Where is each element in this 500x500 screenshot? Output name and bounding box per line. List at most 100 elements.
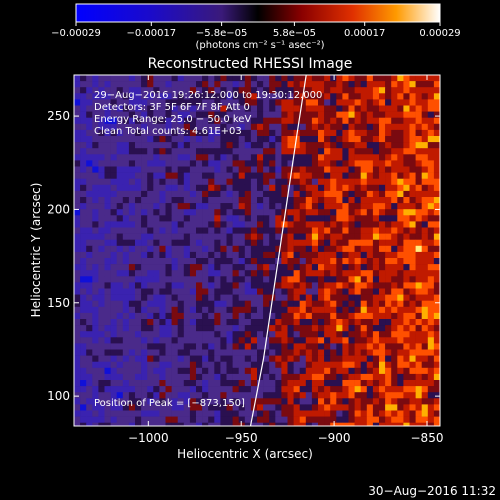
- image-pixel: [336, 197, 343, 204]
- image-pixel: [250, 93, 258, 100]
- image-pixel: [269, 178, 276, 186]
- image-pixel: [220, 373, 227, 381]
- image-pixel: [220, 398, 227, 405]
- image-pixel: [147, 148, 154, 155]
- image-pixel: [141, 227, 148, 234]
- image-pixel: [421, 270, 429, 277]
- image-pixel: [324, 251, 331, 259]
- image-pixel: [116, 184, 124, 192]
- image-pixel: [92, 166, 99, 173]
- image-pixel: [238, 398, 246, 405]
- image-pixel: [92, 294, 99, 301]
- image-pixel: [427, 111, 435, 118]
- image-pixel: [318, 209, 325, 216]
- image-pixel: [116, 270, 124, 277]
- image-pixel: [141, 264, 148, 271]
- image-pixel: [257, 239, 264, 247]
- image-pixel: [208, 367, 215, 375]
- image-pixel: [250, 258, 258, 265]
- image-pixel: [427, 123, 435, 131]
- image-pixel: [360, 117, 368, 125]
- image-pixel: [122, 386, 130, 393]
- image-pixel: [348, 251, 355, 259]
- image-pixel: [214, 166, 221, 173]
- image-pixel: [135, 239, 142, 247]
- image-pixel: [141, 392, 148, 399]
- image-pixel: [366, 276, 374, 283]
- image-pixel: [324, 373, 331, 381]
- image-pixel: [275, 343, 282, 350]
- image-pixel: [311, 300, 319, 308]
- image-pixel: [208, 386, 215, 393]
- image-pixel: [128, 294, 136, 301]
- image-pixel: [177, 300, 185, 308]
- image-pixel: [189, 75, 197, 82]
- image-pixel: [281, 270, 288, 277]
- image-pixel: [250, 276, 258, 283]
- image-pixel: [427, 93, 435, 100]
- image-pixel: [372, 270, 380, 277]
- image-pixel: [311, 129, 319, 137]
- image-pixel: [354, 154, 361, 161]
- image-pixel: [269, 75, 276, 82]
- image-pixel: [385, 251, 392, 259]
- image-pixel: [226, 81, 233, 88]
- image-pixel: [287, 117, 294, 125]
- image-pixel: [372, 331, 380, 338]
- image-pixel: [153, 392, 160, 399]
- image-pixel: [360, 410, 368, 417]
- image-pixel: [293, 148, 300, 155]
- image-pixel: [372, 264, 380, 271]
- image-pixel: [238, 380, 246, 387]
- image-pixel: [433, 172, 440, 179]
- image-pixel: [147, 239, 154, 247]
- image-pixel: [281, 197, 288, 204]
- image-pixel: [177, 258, 185, 265]
- image-pixel: [397, 87, 404, 94]
- image-pixel: [177, 251, 185, 259]
- image-pixel: [74, 306, 81, 314]
- image-pixel: [86, 154, 93, 161]
- image-pixel: [415, 166, 422, 173]
- image-pixel: [311, 93, 319, 100]
- image-pixel: [183, 343, 191, 350]
- image-pixel: [385, 392, 392, 399]
- image-pixel: [159, 416, 166, 423]
- image-pixel: [98, 129, 105, 137]
- colorbar-tick-label: 5.8e−05: [273, 28, 316, 39]
- image-pixel: [305, 343, 313, 350]
- image-pixel: [208, 99, 215, 106]
- image-pixel: [183, 270, 191, 277]
- image-pixel: [74, 331, 81, 338]
- image-pixel: [409, 251, 416, 259]
- image-pixel: [427, 221, 435, 228]
- image-pixel: [287, 129, 294, 137]
- image-pixel: [427, 343, 435, 350]
- image-pixel: [299, 209, 307, 216]
- image-pixel: [299, 355, 307, 362]
- image-pixel: [177, 416, 185, 423]
- image-pixel: [330, 215, 337, 222]
- image-pixel: [318, 294, 325, 301]
- image-pixel: [189, 410, 197, 417]
- image-pixel: [275, 288, 282, 295]
- image-pixel: [318, 410, 325, 417]
- image-pixel: [324, 160, 331, 167]
- image-pixel: [354, 398, 361, 405]
- image-pixel: [128, 215, 136, 222]
- image-pixel: [86, 160, 93, 167]
- image-pixel: [238, 392, 246, 399]
- image-pixel: [397, 178, 404, 186]
- image-pixel: [244, 325, 252, 332]
- image-pixel: [189, 215, 197, 222]
- image-pixel: [104, 319, 111, 326]
- image-pixel: [318, 398, 325, 405]
- image-pixel: [372, 148, 380, 155]
- image-pixel: [122, 251, 130, 259]
- image-pixel: [354, 251, 361, 259]
- image-pixel: [86, 93, 93, 100]
- image-pixel: [318, 166, 325, 173]
- image-pixel: [135, 386, 142, 393]
- image-pixel: [269, 325, 276, 332]
- image-pixel: [116, 258, 124, 265]
